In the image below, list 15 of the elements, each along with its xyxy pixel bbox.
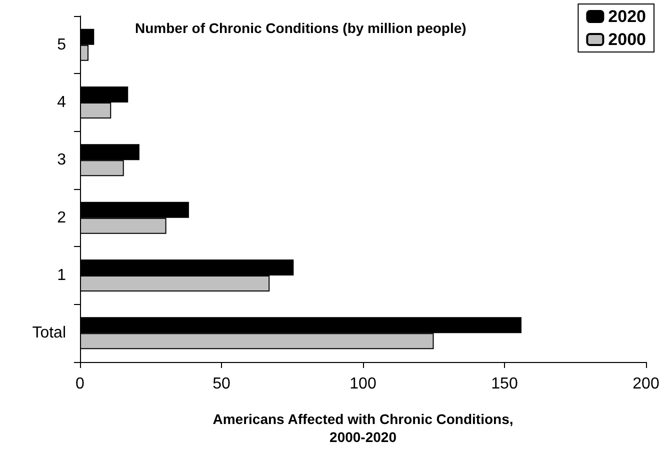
y-tick-label: 2 [57, 209, 66, 226]
x-axis-title: Americans Affected with Chronic Conditions, 2000-2020 [212, 411, 514, 445]
x-tick-label: 50 [212, 376, 230, 392]
x-tick-label: 200 [632, 376, 660, 392]
x-tick-label: 150 [491, 376, 518, 392]
x-tick-label: 100 [350, 376, 376, 392]
y-tick-label: 4 [57, 94, 66, 111]
legend-label: 2020 [608, 7, 646, 26]
y-tick-label: Total [32, 324, 66, 342]
y-tick-label: 1 [57, 267, 66, 284]
y-tick-label: 5 [57, 36, 66, 54]
legend-label: 2000 [608, 30, 646, 49]
chart-title: Number of Chronic Conditions (by million people) [135, 20, 466, 36]
x-tick-label: 0 [76, 376, 85, 392]
y-tick-label: 3 [57, 152, 66, 169]
